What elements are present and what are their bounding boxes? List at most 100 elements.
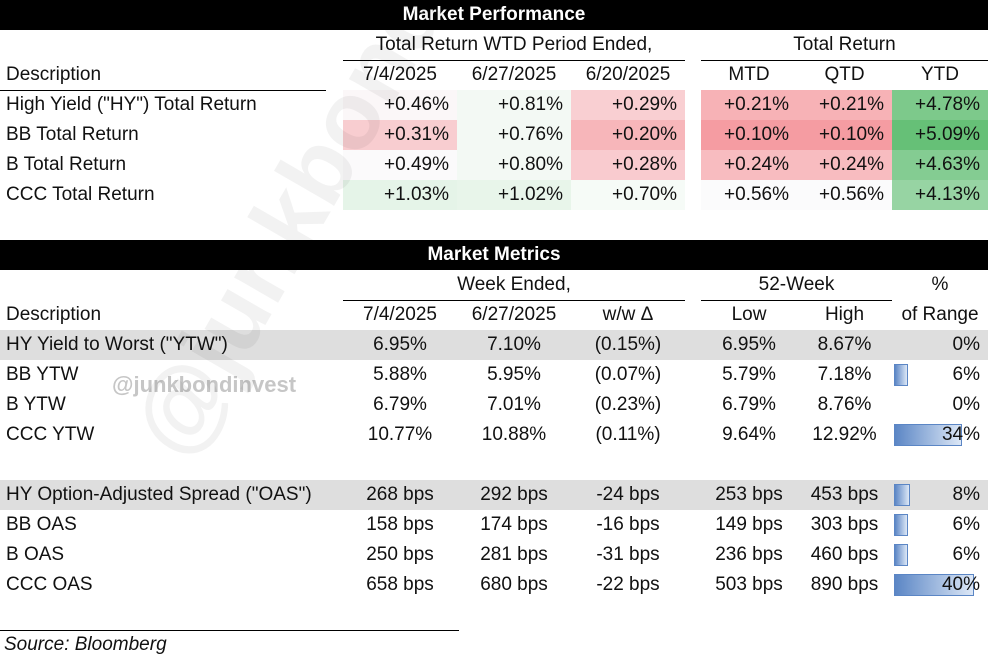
perf-cell: +0.70% [571,180,685,210]
perf-cell: +0.24% [797,150,892,180]
wtd-group-underline [343,60,685,61]
metrics-cell: (0.15%) [594,334,662,355]
metrics-cell: 281 bps [480,544,548,565]
perf-cell: +0.56% [797,180,892,210]
watermark-handle: @junkbondinvest [112,372,297,397]
metrics-cell: 890 bps [810,574,879,595]
perf-cell: +0.10% [701,120,797,150]
perf-cell: +0.56% [701,180,797,210]
metrics-cell: 503 bps [715,574,783,595]
perf-cell: +4.78% [892,90,988,120]
perf-cell: +0.76% [457,120,571,150]
metrics-row-label: CCC OAS [6,574,93,595]
range-pct-value: 40% [941,574,980,595]
metrics-description-header: Description [6,304,102,325]
metrics-cell: 7.18% [817,364,872,385]
metrics-cell: 9.64% [722,424,776,445]
metrics-cell: 8.67% [817,334,872,355]
metrics-col-header: w/w Δ [602,304,654,325]
metrics-cell: 236 bps [715,544,783,565]
metrics-cell: -22 bps [596,574,660,595]
metrics-cell: 158 bps [366,514,434,535]
perf-row-label: CCC Total Return [6,184,155,205]
perf-cell: +0.21% [797,90,892,120]
range-bar [894,364,908,386]
perf-cell: +1.03% [343,180,457,210]
metrics-cell: 303 bps [810,514,879,535]
perf-row-label: High Yield ("HY") Total Return [6,94,257,115]
perf-cell: +5.09% [892,120,988,150]
metrics-row-label: CCC YTW [6,424,95,445]
range-bar [894,544,908,566]
total-return-group-underline [701,60,988,61]
perf-cell: +4.63% [892,150,988,180]
metrics-cell: 453 bps [810,484,879,505]
metrics-cell: 10.77% [367,424,433,445]
perf-cell: +4.13% [892,180,988,210]
week-group-underline [343,300,685,301]
range-bar [894,514,908,536]
perf-cell: +0.29% [571,90,685,120]
metrics-cell: (0.23%) [594,394,662,415]
perf-cell: +0.49% [343,150,457,180]
metrics-cell: 680 bps [480,574,548,595]
total-return-group-header: Total Return [793,34,896,55]
perf-cell: +0.10% [797,120,892,150]
52-week-group-header: 52-Week [758,274,835,295]
range-bar [894,574,974,596]
metrics-cell: 10.88% [481,424,547,445]
perf-col-header: MTD [728,64,770,85]
pct-group-header: % [931,274,949,295]
week-ended-group-header: Week Ended, [457,274,571,295]
metrics-cell: 253 bps [715,484,783,505]
range-pct-value: 6% [952,544,980,565]
perf-cell: +0.28% [571,150,685,180]
metrics-cell: 6.79% [722,394,776,415]
metrics-cell: -31 bps [596,544,660,565]
market-performance-title: Market Performance [0,0,988,30]
market-metrics-title: Market Metrics [0,240,988,270]
perf-cell: +0.81% [457,90,571,120]
range-pct-value: 6% [952,364,980,385]
metrics-cell: 460 bps [810,544,879,565]
range-bar [894,424,962,446]
metrics-cell: 6.95% [373,334,427,355]
perf-cell: +0.31% [343,120,457,150]
metrics-cell: 5.95% [487,364,541,385]
metrics-cell: 250 bps [366,544,434,565]
range-bar [894,484,910,506]
metrics-cell: 268 bps [366,484,434,505]
metrics-cell: 7.10% [487,334,541,355]
metrics-row-label: HY Option-Adjusted Spread ("OAS") [6,484,312,505]
source-rule [0,630,459,631]
52-week-group-underline [701,300,892,301]
perf-cell: +0.24% [701,150,797,180]
range-pct-value: 6% [952,514,980,535]
metrics-cell: 6.95% [722,334,776,355]
metrics-col-header: 7/4/2025 [363,304,437,325]
metrics-row-label: BB OAS [6,514,77,535]
metrics-cell: 6.79% [373,394,427,415]
metrics-cell: 5.88% [373,364,427,385]
metrics-cell: 7.01% [487,394,541,415]
metrics-cell: -24 bps [596,484,660,505]
perf-cell: +0.80% [457,150,571,180]
metrics-cell: -16 bps [596,514,660,535]
metrics-row-label: BB YTW [6,364,79,385]
metrics-cell: 8.76% [817,394,872,415]
perf-cell: +0.21% [701,90,797,120]
perf-desc-underline [0,90,326,91]
perf-description-header: Description [6,64,102,85]
shaded-row-bg [0,480,988,510]
metrics-cell: 292 bps [480,484,548,505]
metrics-row-label: B YTW [6,394,66,415]
perf-col-header: 6/20/2025 [585,64,671,85]
metrics-cell: 12.92% [812,424,877,445]
metrics-col-header: High [824,304,865,325]
metrics-cell: (0.07%) [594,364,662,385]
metrics-row-label: HY Yield to Worst ("YTW") [6,334,228,355]
range-pct-value: 34% [941,424,980,445]
perf-col-header: YTD [921,64,959,85]
perf-cell: +0.46% [343,90,457,120]
shaded-row-bg [0,330,988,360]
